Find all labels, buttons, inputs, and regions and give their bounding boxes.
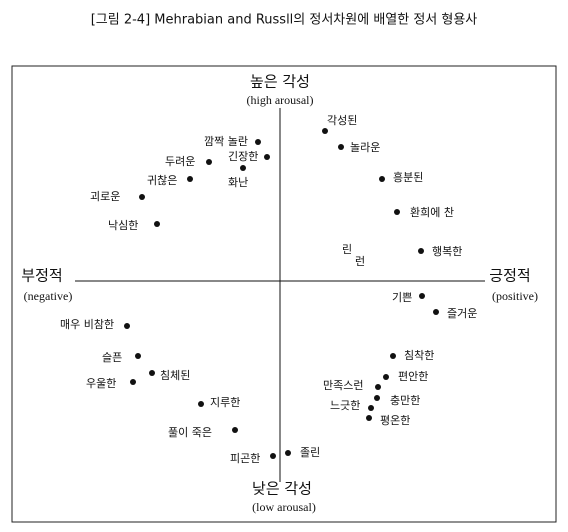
node-label: 화난 bbox=[228, 176, 248, 189]
node-dot bbox=[240, 165, 246, 171]
node-dot bbox=[419, 293, 425, 299]
node-label: 만족스런 bbox=[323, 379, 363, 392]
title: [그림 2-4] Mehrabian and Russll의 정서차원에 배열한… bbox=[91, 13, 478, 28]
node-label: 귀찮은 bbox=[147, 174, 177, 187]
node-label: 우울한 bbox=[86, 377, 116, 390]
node-dot bbox=[130, 379, 136, 385]
node-label: 피곤한 bbox=[230, 452, 260, 465]
node-dot bbox=[322, 128, 328, 134]
node-label: 행복한 bbox=[432, 245, 462, 258]
axis-label: (low arousal) bbox=[252, 500, 316, 514]
node-label: 졸린 bbox=[300, 446, 320, 459]
node-label: 매우 비참한 bbox=[60, 318, 114, 331]
node-label: 침착한 bbox=[404, 349, 434, 362]
axis-label: 낮은 각성 bbox=[252, 480, 312, 498]
node-label: 지루한 bbox=[210, 396, 240, 409]
node-label: 느긋한 bbox=[330, 399, 360, 412]
axis-label: 긍정적 bbox=[489, 267, 530, 285]
node-dot bbox=[264, 154, 270, 160]
node-label: 슬픈 bbox=[102, 351, 122, 364]
axis-label: (high arousal) bbox=[247, 93, 314, 107]
node-label: 괴로운 bbox=[90, 190, 120, 203]
node-label: 두려운 bbox=[165, 155, 195, 168]
node-dot bbox=[418, 248, 424, 254]
axis-label: 부정적 bbox=[21, 267, 62, 285]
node-label: 긴장한 bbox=[228, 150, 258, 163]
node-label: 기쁜 bbox=[392, 291, 412, 304]
node-dot bbox=[255, 139, 261, 145]
node-dot bbox=[374, 395, 380, 401]
node-dot bbox=[285, 450, 291, 456]
node-dot bbox=[375, 384, 381, 390]
axis-label: 높은 각성 bbox=[250, 73, 310, 91]
node-label: 풀이 죽은 bbox=[168, 426, 212, 439]
node-label: 깜짝 놀란 bbox=[204, 135, 248, 148]
node-dot bbox=[124, 323, 130, 329]
node-dot bbox=[379, 176, 385, 182]
node-label: 환희에 찬 bbox=[410, 205, 454, 219]
node-label: 충만한 bbox=[390, 394, 420, 407]
node-dot bbox=[383, 374, 389, 380]
node-dot bbox=[154, 221, 160, 227]
node-dot bbox=[366, 415, 372, 421]
node-label: 편안한 bbox=[398, 370, 428, 383]
node-label: 침체된 bbox=[160, 369, 190, 382]
node-dot bbox=[270, 453, 276, 459]
node-label: 놀라운 bbox=[350, 141, 380, 154]
node-label: 낙심한 bbox=[108, 219, 138, 232]
node-dot bbox=[394, 209, 400, 215]
node-dot bbox=[149, 370, 155, 376]
node-dot bbox=[198, 401, 204, 407]
node-label: 런 bbox=[355, 255, 365, 268]
node-dot bbox=[433, 309, 439, 315]
node-dot bbox=[338, 144, 344, 150]
node-label: 각성된 bbox=[327, 114, 357, 127]
node-dot bbox=[390, 353, 396, 359]
node-dot bbox=[206, 159, 212, 165]
node-dot bbox=[135, 353, 141, 359]
node-dot bbox=[368, 405, 374, 411]
frame bbox=[11, 65, 557, 523]
node-label: 린 bbox=[342, 243, 352, 256]
node-dot bbox=[232, 427, 238, 433]
node-label: 즐거운 bbox=[447, 307, 477, 320]
node-label: 평온한 bbox=[380, 414, 410, 427]
node-dot bbox=[187, 176, 193, 182]
node-dot bbox=[139, 194, 145, 200]
node-label: 흥분된 bbox=[393, 170, 423, 184]
axis-label: (positive) bbox=[492, 289, 538, 303]
axis-label: (negative) bbox=[24, 289, 73, 303]
